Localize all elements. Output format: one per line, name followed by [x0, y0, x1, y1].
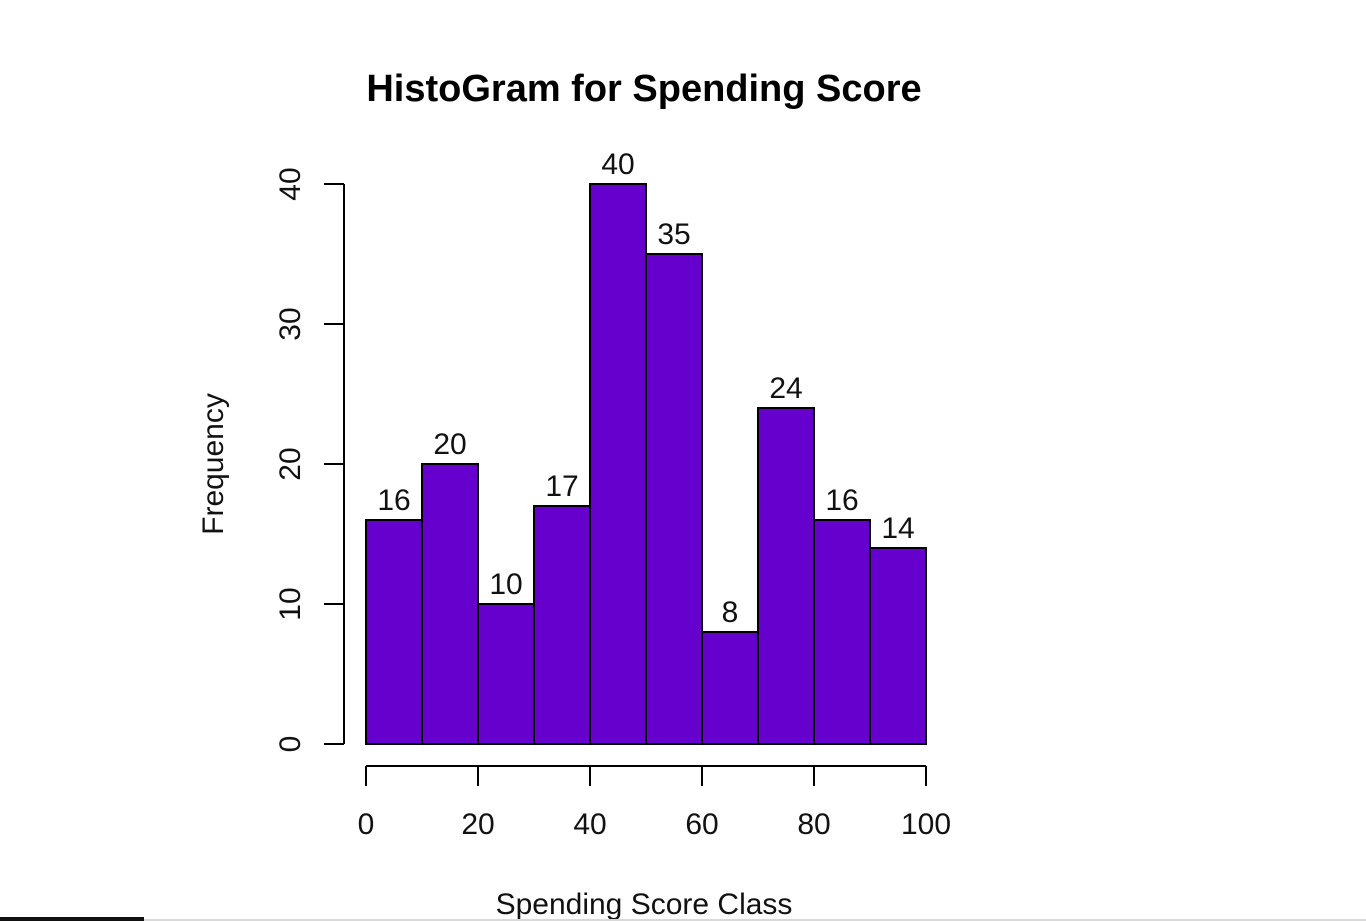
bar-value-label: 8 — [722, 596, 739, 629]
bar-value-label: 20 — [433, 428, 466, 461]
y-tick-label: 20 — [274, 447, 307, 480]
x-tick-label: 40 — [573, 808, 606, 841]
y-tick-label: 40 — [274, 167, 307, 200]
histogram-bar — [365, 519, 423, 745]
bar-value-label: 40 — [601, 148, 634, 181]
y-tick-label: 0 — [274, 736, 307, 753]
chart-title: HistoGram for Spending Score — [366, 68, 921, 110]
bar-value-label: 16 — [377, 484, 410, 517]
x-axis-title: Spending Score Class — [496, 888, 793, 921]
histogram-bar — [701, 631, 759, 745]
bar-value-label: 35 — [657, 218, 690, 251]
y-tick-label: 10 — [274, 587, 307, 620]
bar-value-label: 10 — [489, 568, 522, 601]
bar-value-label: 16 — [825, 484, 858, 517]
y-tick-label: 30 — [274, 307, 307, 340]
bar-value-label: 24 — [769, 372, 802, 405]
bars-group — [365, 183, 927, 745]
histogram-bar — [533, 505, 591, 745]
y-axis: 0 10 20 30 40 — [274, 167, 345, 753]
x-tick-label: 100 — [901, 808, 951, 841]
histogram-bar — [757, 407, 815, 745]
x-tick-label: 60 — [685, 808, 718, 841]
bar-value-label: 17 — [545, 470, 578, 503]
y-axis-title: Frequency — [197, 393, 230, 535]
histogram-bar — [589, 183, 647, 745]
histogram-bar — [813, 519, 871, 745]
histogram-bar — [477, 603, 535, 745]
histogram-bar — [421, 463, 479, 745]
x-tick-label: 0 — [358, 808, 375, 841]
data-labels-group: 16 20 10 17 40 35 8 24 16 14 — [377, 148, 914, 629]
window-edge-strip — [0, 917, 144, 921]
window-edge-rule — [144, 919, 1366, 921]
bar-value-label: 14 — [881, 512, 914, 545]
x-tick-label: 80 — [797, 808, 830, 841]
histogram-bar — [869, 547, 927, 745]
histogram-bar — [645, 253, 703, 745]
x-axis: 0 20 40 60 80 100 — [358, 765, 951, 841]
x-tick-label: 20 — [461, 808, 494, 841]
